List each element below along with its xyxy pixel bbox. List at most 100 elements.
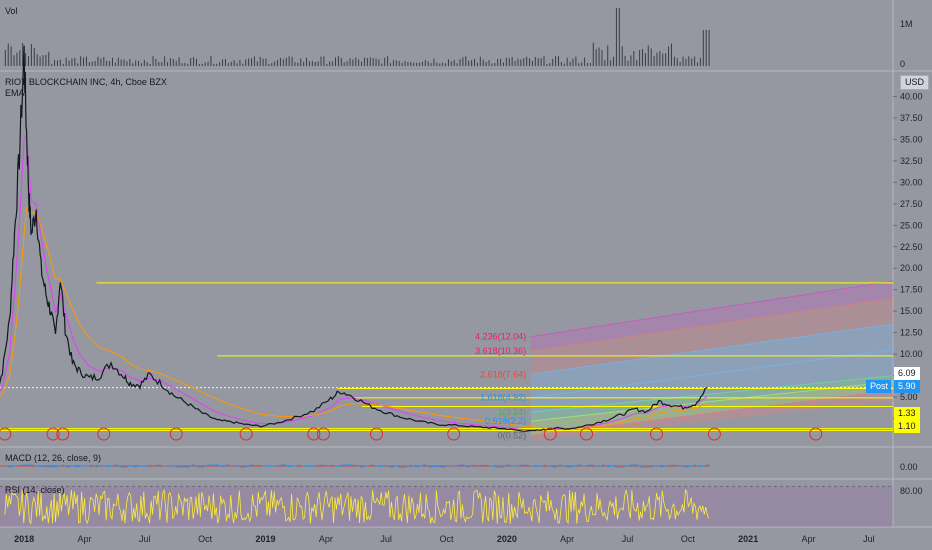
volume-bar [621,46,623,66]
earnings-markers[interactable] [0,427,823,441]
volume-bar [404,61,406,66]
volume-bar [485,62,487,66]
ema-title[interactable]: EMA [5,88,25,98]
fib-label: 0(0.52) [498,431,527,441]
macd-title[interactable]: MACD (12, 26, close, 9) [5,453,102,463]
volume-bar [378,59,380,66]
volume-bar [575,56,577,66]
fib-band [530,324,893,398]
time-axis-label: 2018 [14,534,34,544]
volume-bar [453,59,455,66]
earnings-marker[interactable] [809,427,823,441]
horizontal-levels [0,282,893,432]
volume-bar [68,60,70,66]
volume-bar [83,57,85,66]
earnings-marker[interactable] [307,427,321,441]
volume-bar [488,60,490,66]
volume-bar [30,43,32,66]
volume-bar [259,56,261,66]
volume-bar [699,57,701,66]
volume-bar [167,62,169,66]
volume-bar [546,63,548,66]
post-market-price-tag: 5.90 [894,380,920,393]
fib-band [530,390,893,440]
volume-bar [193,57,195,66]
volume-bar [19,50,21,66]
time-axis-label: 2019 [255,534,275,544]
volume-bar [111,57,113,66]
volume-bar [586,62,588,66]
volume-bar [320,56,322,66]
volume-bar [88,62,90,66]
volume-bar [581,62,583,66]
volume-bar [410,62,412,66]
earnings-marker[interactable] [649,427,663,441]
rsi-pane [0,485,893,527]
volume-bar [311,60,313,66]
fib-label: 3.618(10.36) [475,346,526,356]
volume-bar [71,58,73,66]
volume-bar [329,61,331,66]
volume-bar [126,61,128,66]
volume-bar [25,53,27,66]
volume-bar [251,58,253,66]
volume-bar [222,59,224,66]
earnings-marker[interactable] [370,427,384,441]
volume-bar [279,57,281,66]
volume-bar [534,57,536,66]
volume-bar [323,56,325,66]
rsi-title[interactable]: RSI (14, close) [5,485,65,495]
time-axis-label: 2020 [497,534,517,544]
price-axis-label: 27.50 [900,199,923,209]
volume-bar [494,63,496,66]
volume-bar [184,62,186,66]
volume-bar [459,59,461,66]
earnings-marker[interactable] [707,427,721,441]
volume-bar [500,58,502,66]
time-axis-label: Oct [439,534,454,544]
price-series [0,45,708,432]
volume-bar [508,58,510,66]
earnings-marker[interactable] [97,427,111,441]
volume-bar [615,8,617,66]
fib-band-edge [530,280,894,338]
volume-title: Vol [5,6,18,16]
volume-bar [334,57,336,66]
volume-bar [531,60,533,66]
volume-bar [277,59,279,66]
volume-bar [285,57,287,66]
volume-bar [708,30,710,66]
earnings-marker[interactable] [46,427,60,441]
volume-bar [413,62,415,66]
fib-label: 2.618(7.64) [480,369,526,379]
fib-label: 1.618(4.92) [480,393,526,403]
volume-bar [297,62,299,66]
symbol-title[interactable]: RIOT BLOCKCHAIN INC, 4h, Cboe BZX [5,77,167,87]
volume-bar [375,58,377,66]
volume-bar [54,60,56,66]
volume-bar [227,63,229,66]
volume-bar [381,63,383,66]
volume-bar [682,56,684,66]
earnings-marker[interactable] [579,427,593,441]
earnings-marker[interactable] [0,427,12,441]
earnings-marker[interactable] [169,427,183,441]
time-axis[interactable]: 2018 Apr Jul Oct 2019 Apr Jul Oct 2020 Apr Jul Oct 2… [14,534,875,544]
currency-badge[interactable]: USD [900,75,930,90]
price-axis-label: 37.50 [900,113,923,123]
volume-bar [138,60,140,66]
earnings-marker[interactable] [316,427,330,441]
time-axis-label: Apr [802,534,816,544]
earnings-marker[interactable] [56,427,70,441]
volume-bar [526,56,528,66]
earnings-marker[interactable] [447,427,461,441]
volume-bar [390,63,392,66]
earnings-marker[interactable] [239,427,253,441]
volume-bar [85,56,87,66]
earnings-marker[interactable] [543,427,557,441]
volume-bar [77,63,79,66]
price-axis-label: 35.00 [900,134,923,144]
volume-bar [523,57,525,66]
volume-bar [653,55,655,66]
volume-bar [662,53,664,66]
